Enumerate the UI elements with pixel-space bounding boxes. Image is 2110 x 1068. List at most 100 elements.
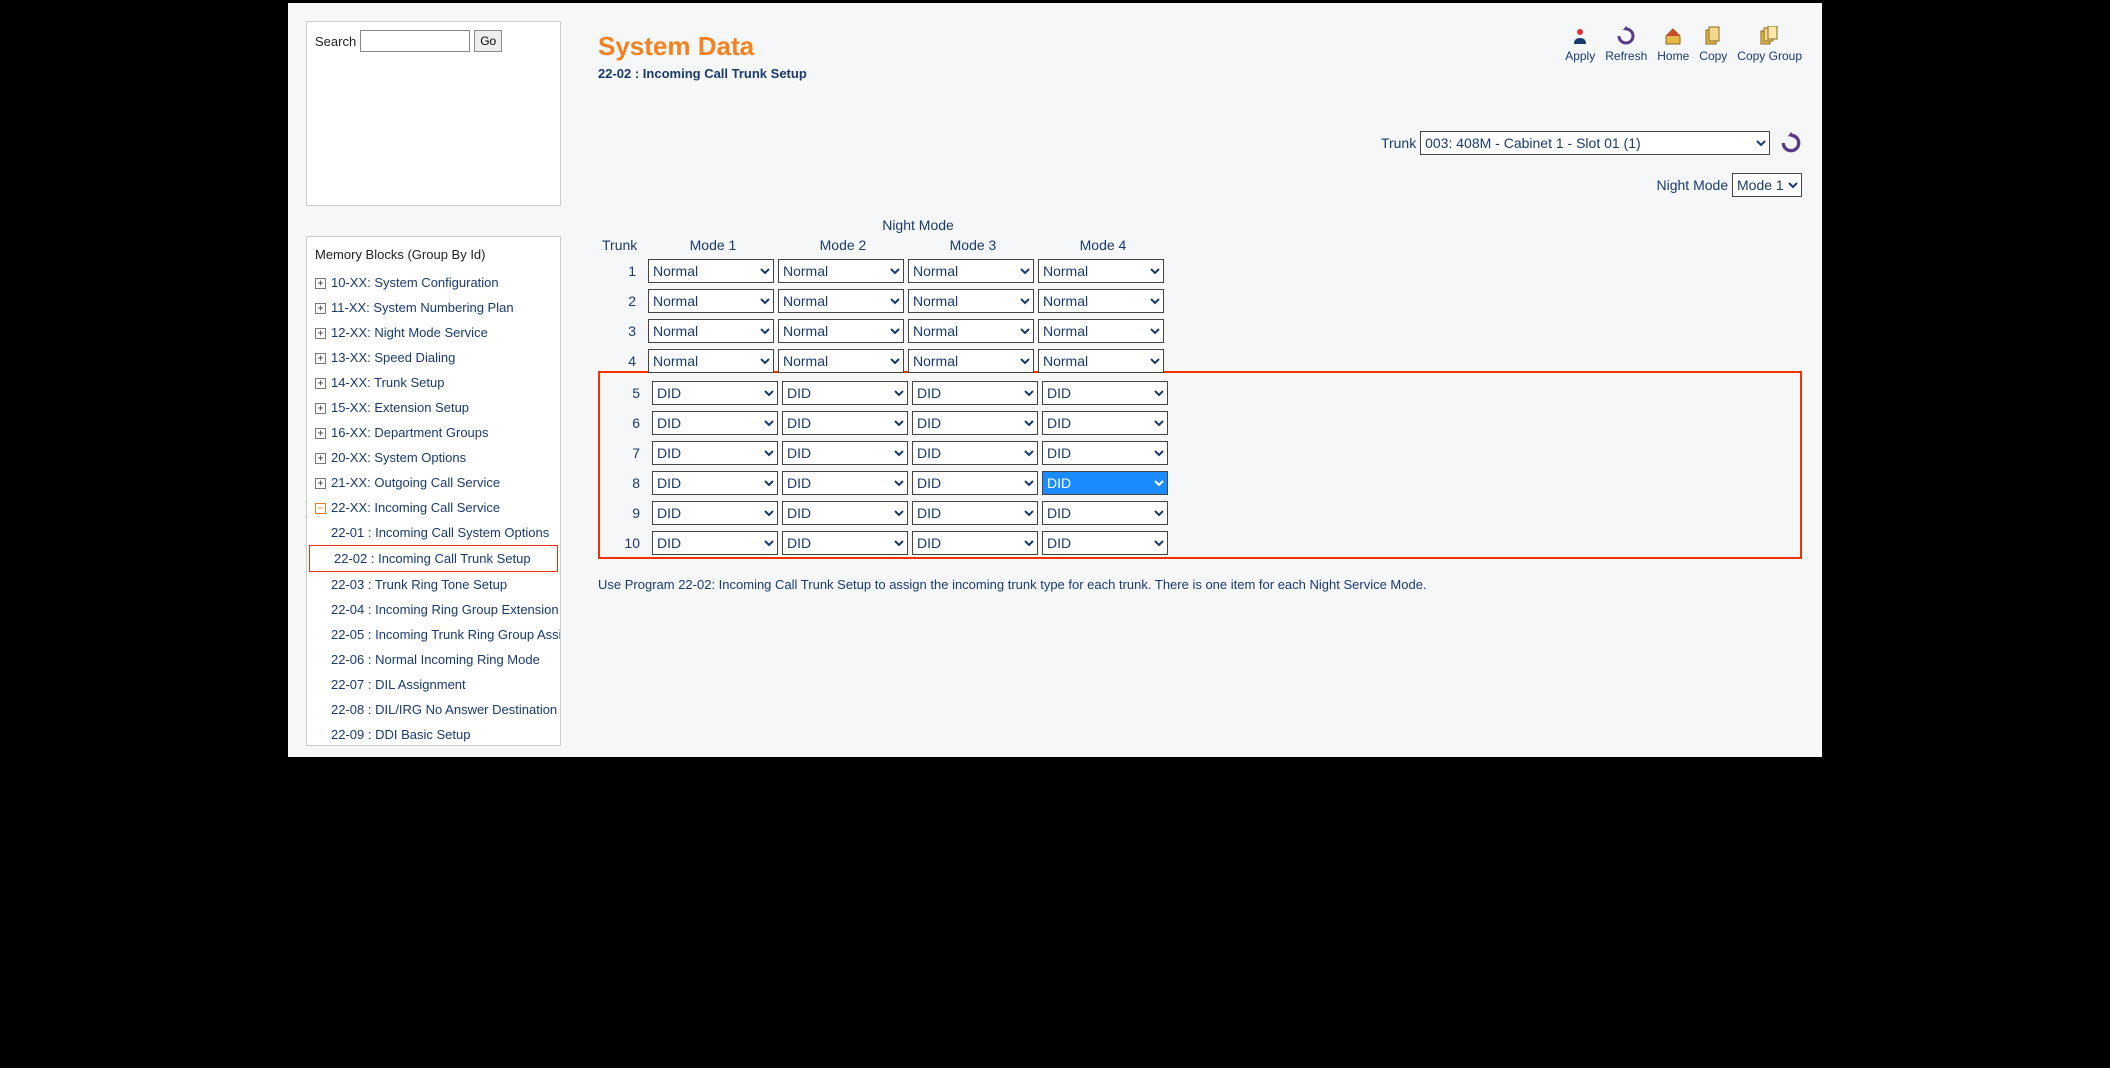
copy-button[interactable]: Copy bbox=[1699, 25, 1727, 63]
grid-row: 2NormalNormalNormalNormal bbox=[598, 289, 1802, 313]
mode-select[interactable]: Normal bbox=[1038, 259, 1164, 283]
expand-icon[interactable]: + bbox=[315, 353, 326, 364]
expand-icon[interactable]: + bbox=[315, 378, 326, 389]
mode-select[interactable]: DID bbox=[912, 531, 1038, 555]
mode-select[interactable]: Normal bbox=[778, 319, 904, 343]
mode-select[interactable]: DID bbox=[912, 501, 1038, 525]
expand-icon[interactable]: + bbox=[315, 453, 326, 464]
nightmode-select[interactable]: Mode 1 bbox=[1732, 173, 1802, 197]
tree-subitem[interactable]: 22-01 : Incoming Call System Options bbox=[307, 520, 560, 545]
expand-icon[interactable]: + bbox=[315, 428, 326, 439]
mode-select[interactable]: Normal bbox=[908, 259, 1034, 283]
mode-select[interactable]: Normal bbox=[648, 349, 774, 373]
mode-select[interactable]: DID bbox=[782, 381, 908, 405]
mode-select[interactable]: Normal bbox=[1038, 289, 1164, 313]
refresh-button[interactable]: Refresh bbox=[1605, 25, 1647, 63]
mode-select[interactable]: Normal bbox=[778, 349, 904, 373]
tree-subitem[interactable]: 22-08 : DIL/IRG No Answer Destination bbox=[307, 697, 560, 722]
grid-row-number: 3 bbox=[598, 323, 648, 339]
mode-select[interactable]: DID bbox=[912, 381, 1038, 405]
mode-select[interactable]: DID bbox=[1042, 471, 1168, 495]
collapse-icon[interactable]: − bbox=[315, 503, 326, 514]
search-label: Search bbox=[315, 34, 356, 49]
grid-mode-header: Mode 3 bbox=[908, 237, 1038, 253]
trunk-select[interactable]: 003: 408M - Cabinet 1 - Slot 01 (1) bbox=[1420, 131, 1770, 155]
grid-row: 5DIDDIDDIDDID bbox=[602, 381, 1798, 405]
mode-select[interactable]: DID bbox=[782, 471, 908, 495]
tree-group[interactable]: +12-XX: Night Mode Service bbox=[307, 320, 560, 345]
mode-select[interactable]: DID bbox=[1042, 531, 1168, 555]
home-button[interactable]: Home bbox=[1657, 25, 1689, 63]
search-input[interactable] bbox=[360, 30, 470, 52]
tree-group-label: 22-XX: Incoming Call Service bbox=[331, 500, 500, 515]
mode-select[interactable]: DID bbox=[912, 441, 1038, 465]
tree-subitem[interactable]: 22-04 : Incoming Ring Group Extension A bbox=[307, 597, 560, 622]
copy-group-button[interactable]: Copy Group bbox=[1737, 25, 1802, 63]
mode-select[interactable]: Normal bbox=[778, 259, 904, 283]
mode-select[interactable]: Normal bbox=[778, 289, 904, 313]
expand-icon[interactable]: + bbox=[315, 403, 326, 414]
tree-subitem[interactable]: 22-05 : Incoming Trunk Ring Group Assig bbox=[307, 622, 560, 647]
tree-group[interactable]: +10-XX: System Configuration bbox=[307, 270, 560, 295]
tree-group-label: 11-XX: System Numbering Plan bbox=[331, 300, 514, 315]
mode-select[interactable]: DID bbox=[912, 471, 1038, 495]
toolbar-label: Refresh bbox=[1605, 49, 1647, 63]
mode-select[interactable]: DID bbox=[912, 411, 1038, 435]
tree-group[interactable]: +14-XX: Trunk Setup bbox=[307, 370, 560, 395]
tree-group[interactable]: +20-XX: System Options bbox=[307, 445, 560, 470]
mode-select[interactable]: DID bbox=[1042, 381, 1168, 405]
mode-select[interactable]: DID bbox=[652, 411, 778, 435]
tree-subitem[interactable]: 22-06 : Normal Incoming Ring Mode bbox=[307, 647, 560, 672]
mode-select[interactable]: DID bbox=[782, 411, 908, 435]
search-go-button[interactable]: Go bbox=[474, 30, 502, 52]
mode-select[interactable]: DID bbox=[652, 501, 778, 525]
mode-select[interactable]: DID bbox=[652, 441, 778, 465]
expand-icon[interactable]: + bbox=[315, 328, 326, 339]
apply-button[interactable]: Apply bbox=[1565, 25, 1595, 63]
tree-group[interactable]: +11-XX: System Numbering Plan bbox=[307, 295, 560, 320]
expand-icon[interactable]: + bbox=[315, 303, 326, 314]
grid-row-number: 6 bbox=[602, 415, 652, 431]
tree-group[interactable]: +21-XX: Outgoing Call Service bbox=[307, 470, 560, 495]
tree-group-label: 21-XX: Outgoing Call Service bbox=[331, 475, 500, 490]
mode-select[interactable]: DID bbox=[782, 531, 908, 555]
mode-select[interactable]: Normal bbox=[648, 289, 774, 313]
mode-select[interactable]: DID bbox=[782, 441, 908, 465]
tree-group-label: 12-XX: Night Mode Service bbox=[331, 325, 488, 340]
tree-subitem[interactable]: 22-03 : Trunk Ring Tone Setup bbox=[307, 572, 560, 597]
mode-select[interactable]: Normal bbox=[1038, 319, 1164, 343]
mode-select[interactable]: DID bbox=[1042, 441, 1168, 465]
mode-select[interactable]: Normal bbox=[908, 349, 1034, 373]
grid-row: 1NormalNormalNormalNormal bbox=[598, 259, 1802, 283]
mode-select[interactable]: Normal bbox=[1038, 349, 1164, 373]
grid-row-number: 9 bbox=[602, 505, 652, 521]
tree-group-label: 13-XX: Speed Dialing bbox=[331, 350, 455, 365]
tree-group[interactable]: −22-XX: Incoming Call Service bbox=[307, 495, 560, 520]
trunk-refresh-icon[interactable] bbox=[1780, 132, 1802, 157]
refresh-icon bbox=[1613, 25, 1639, 47]
toolbar-label: Home bbox=[1657, 49, 1689, 63]
expand-icon[interactable]: + bbox=[315, 478, 326, 489]
mode-select[interactable]: DID bbox=[652, 531, 778, 555]
tree-group[interactable]: +16-XX: Department Groups bbox=[307, 420, 560, 445]
expand-icon[interactable]: + bbox=[315, 278, 326, 289]
grid-header-row: Trunk Mode 1 Mode 2 Mode 3 Mode 4 bbox=[598, 237, 1802, 253]
mode-select[interactable]: DID bbox=[782, 501, 908, 525]
tree-subitem[interactable]: 22-07 : DIL Assignment bbox=[307, 672, 560, 697]
grid-mode-header: Mode 2 bbox=[778, 237, 908, 253]
trunk-grid: Night Mode Trunk Mode 1 Mode 2 Mode 3 Mo… bbox=[598, 217, 1802, 559]
tree-subitem[interactable]: 22-02 : Incoming Call Trunk Setup bbox=[309, 545, 558, 572]
mode-select[interactable]: Normal bbox=[648, 259, 774, 283]
mode-select[interactable]: Normal bbox=[908, 289, 1034, 313]
mode-select[interactable]: Normal bbox=[648, 319, 774, 343]
mode-select[interactable]: DID bbox=[652, 471, 778, 495]
mode-select[interactable]: DID bbox=[652, 381, 778, 405]
mode-select[interactable]: DID bbox=[1042, 501, 1168, 525]
grid-row: 8DIDDIDDIDDID bbox=[602, 471, 1798, 495]
mode-select[interactable]: DID bbox=[1042, 411, 1168, 435]
mode-select[interactable]: Normal bbox=[908, 319, 1034, 343]
tree-group[interactable]: +13-XX: Speed Dialing bbox=[307, 345, 560, 370]
tree-subitem[interactable]: 22-09 : DDI Basic Setup bbox=[307, 722, 560, 745]
tree-group[interactable]: +15-XX: Extension Setup bbox=[307, 395, 560, 420]
grid-mode-header: Mode 1 bbox=[648, 237, 778, 253]
